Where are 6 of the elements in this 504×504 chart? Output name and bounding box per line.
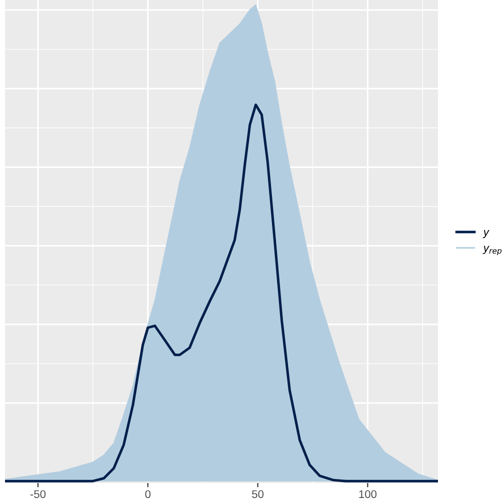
x-tick-label: 100 <box>359 490 376 498</box>
x-tick-label: 0 <box>145 490 151 498</box>
x-tick-label: -50 <box>30 490 46 498</box>
legend-label: y$_{rep}$ <box>482 246 502 256</box>
legend-label: y <box>482 230 490 238</box>
x-tick-label: 50 <box>252 490 264 498</box>
